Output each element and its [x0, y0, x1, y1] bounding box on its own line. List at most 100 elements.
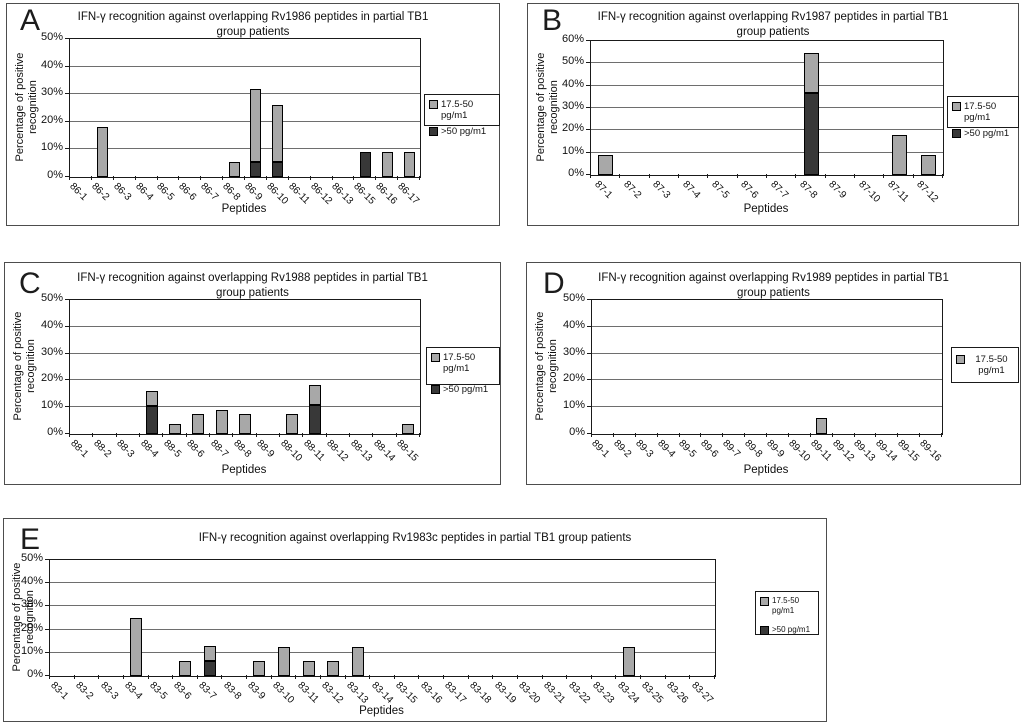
- y-tick-label: 50%: [562, 292, 585, 304]
- chart-title: IFN-γ recognition against overlapping Rv…: [77, 272, 428, 299]
- x-tick-label: 86-7: [198, 181, 221, 203]
- x-tick-mark: [700, 433, 701, 437]
- bar-83-13-light: [352, 647, 364, 676]
- gridline: [70, 66, 420, 67]
- x-tick-label: 88-10: [278, 438, 305, 464]
- legend-label: 17.5-50 pg/m1: [443, 352, 476, 375]
- bar-83-6-light: [179, 661, 191, 676]
- legend-entry: 17.5-50 pg/m1: [430, 352, 496, 375]
- x-tick-mark: [591, 675, 592, 679]
- gridline: [592, 379, 942, 380]
- x-tick-label: 89-16: [917, 438, 944, 464]
- y-tick-mark: [45, 605, 49, 606]
- x-tick-label: 88-1: [68, 438, 91, 460]
- x-tick-mark: [613, 433, 614, 437]
- x-tick-label: 83-15: [393, 680, 420, 706]
- x-tick-label: 89-12: [830, 438, 857, 464]
- y-tick-label: 60%: [561, 33, 584, 45]
- x-tick-mark: [795, 174, 796, 178]
- x-tick-label: 89-3: [633, 438, 656, 460]
- x-tick-label: 89-14: [873, 438, 900, 464]
- y-tick-label: 10%: [20, 645, 43, 657]
- gridline: [70, 353, 420, 354]
- legend-label: >50 pg/m1: [964, 127, 1010, 139]
- x-tick-mark: [172, 675, 173, 679]
- y-tick-label: 40%: [20, 575, 43, 587]
- plot-area: [591, 299, 943, 435]
- x-tick-label: 87-11: [885, 179, 911, 205]
- x-tick-label: 83-7: [196, 680, 219, 702]
- x-tick-label: 86-4: [133, 181, 156, 203]
- x-tick-label: 89-5: [676, 438, 699, 460]
- x-tick-mark: [657, 433, 658, 437]
- y-tick-label: 20%: [561, 122, 584, 134]
- y-tick-mark: [45, 652, 49, 653]
- bar-83-4-light: [130, 618, 142, 676]
- x-tick-label: 83-20: [516, 680, 543, 706]
- x-tick-label: 83-17: [442, 680, 469, 706]
- legend-swatch-light: [429, 100, 438, 109]
- x-tick-mark: [375, 176, 376, 180]
- x-tick-label: 83-23: [590, 680, 617, 706]
- legend-entry: 17.5-50 pg/m1: [428, 99, 496, 122]
- y-tick-label: 50%: [40, 31, 63, 43]
- x-tick-label: 83-19: [492, 680, 519, 706]
- x-tick-mark: [913, 174, 914, 178]
- x-tick-label: 83-4: [122, 680, 145, 702]
- y-tick-label: 30%: [561, 100, 584, 112]
- legend-label: >50 pg/m1: [443, 383, 489, 395]
- x-tick-mark: [271, 675, 272, 679]
- x-tick-label: 83-9: [245, 680, 268, 702]
- y-tick-label: 30%: [20, 598, 43, 610]
- x-tick-label: 89-10: [786, 438, 813, 464]
- y-tick-label: 50%: [40, 292, 63, 304]
- bar-88-10-light: [286, 414, 298, 434]
- panel-letter: E: [20, 523, 41, 556]
- plot-area: [590, 40, 944, 176]
- legend-swatch-light: [431, 353, 440, 362]
- x-tick-mark: [302, 433, 303, 437]
- legend: 17.5-50 pg/m1 >50 pg/m1: [947, 96, 1019, 139]
- x-tick-mark: [139, 433, 140, 437]
- x-tick-mark: [468, 675, 469, 679]
- x-tick-mark: [942, 174, 943, 178]
- x-tick-label: 88-4: [138, 438, 161, 460]
- gridline: [70, 379, 420, 380]
- x-tick-mark: [665, 675, 666, 679]
- bar-86-9-dark: [250, 162, 261, 177]
- x-tick-mark: [590, 174, 591, 178]
- y-tick-mark: [586, 62, 590, 63]
- x-tick-mark: [353, 176, 354, 180]
- bar-83-10-light: [278, 647, 290, 676]
- x-tick-label: 88-11: [301, 438, 327, 464]
- x-tick-mark: [113, 176, 114, 180]
- y-tick-mark: [586, 174, 590, 175]
- x-tick-mark: [883, 174, 884, 178]
- legend-entry: 17.5-50 pg/m1: [955, 354, 1015, 377]
- x-tick-mark: [69, 433, 70, 437]
- x-tick-mark: [854, 174, 855, 178]
- bar-87-8-dark: [804, 93, 819, 175]
- x-tick-label: 89-6: [698, 438, 721, 460]
- x-tick-mark: [897, 433, 898, 437]
- x-tick-mark: [418, 675, 419, 679]
- x-tick-mark: [679, 433, 680, 437]
- x-tick-label: 88-7: [208, 438, 231, 460]
- x-tick-mark: [635, 433, 636, 437]
- x-tick-label: 87-8: [797, 179, 820, 201]
- x-tick-mark: [744, 433, 745, 437]
- y-axis-title-text: Percentage of positive recognition: [533, 311, 559, 421]
- x-tick-label: 86-9: [242, 181, 265, 203]
- legend-swatch-light: [760, 597, 769, 606]
- legend-swatch-dark: [431, 384, 440, 394]
- legend-label: 17.5-50 pg/m1: [975, 353, 1008, 376]
- x-tick-mark: [332, 176, 333, 180]
- x-tick-mark: [419, 176, 420, 180]
- x-tick-label: 88-2: [91, 438, 114, 460]
- y-tick-label: 0%: [568, 167, 584, 179]
- x-tick-mark: [810, 433, 811, 437]
- x-tick-label: 87-3: [650, 179, 673, 201]
- x-tick-mark: [649, 174, 650, 178]
- x-tick-mark: [372, 433, 373, 437]
- x-tick-label: 86-8: [220, 181, 243, 203]
